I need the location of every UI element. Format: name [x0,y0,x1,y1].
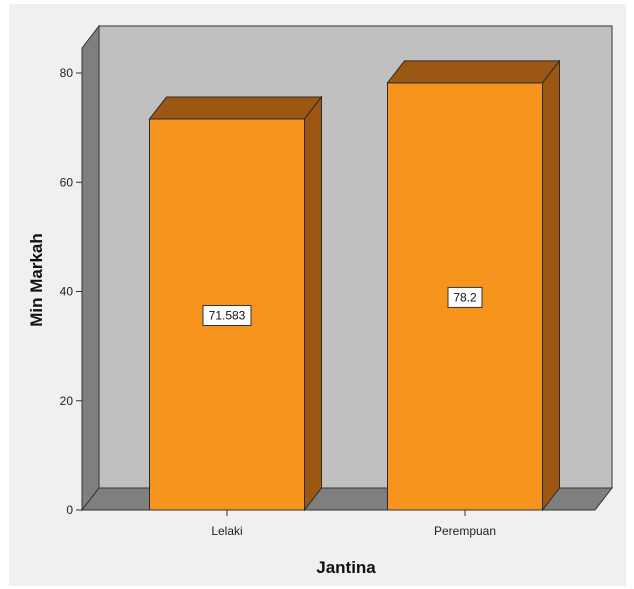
x-tick-label: Lelaki [211,524,242,538]
data-label: 78.2 [453,290,477,304]
data-label-box [202,304,252,326]
x-axis: Lelaki Perempuan [82,509,595,538]
y-tick-label: 0 [66,503,73,517]
bar-lelaki: 71.583 [148,95,323,512]
y-tick-label: 40 [60,285,74,299]
x-axis-title: Jantina [316,558,376,577]
y-tick-label: 20 [60,394,74,408]
x-tick-label: Perempuan [434,524,496,538]
y-axis: 0 20 40 60 80 [60,48,83,517]
bar-top [386,60,561,84]
side-wall [81,24,100,512]
data-label: 71.583 [209,308,246,322]
data-label-box [447,286,483,308]
bar-top [148,96,323,120]
y-tick-label: 60 [60,175,74,189]
y-tick-label: 80 [60,66,74,80]
bar-perempuan: 78.2 [386,59,561,512]
bar-side [542,59,560,512]
y-axis-title: Min Markah [27,233,46,327]
bar-side [304,95,322,512]
